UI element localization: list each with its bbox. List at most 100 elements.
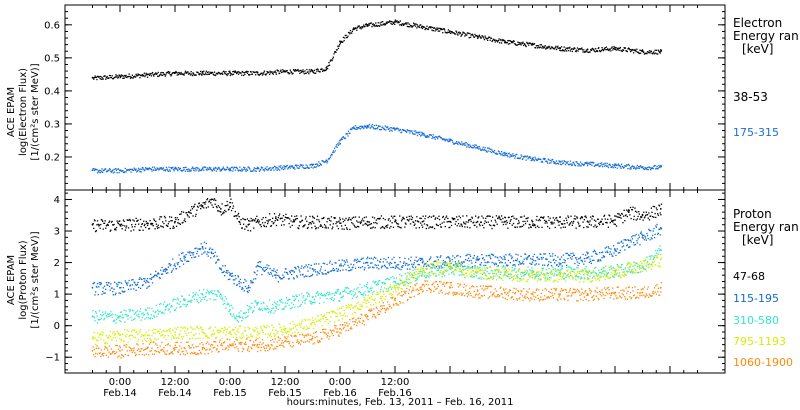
data-point [629,266,631,268]
data-point [193,252,195,254]
data-point [552,47,554,49]
data-point [352,223,354,225]
data-point-anchor [119,223,121,226]
data-point [100,334,102,336]
data-point [466,254,468,256]
data-point [483,278,485,280]
data-point [277,301,279,303]
data-point [336,146,338,148]
data-point [337,268,340,270]
data-point [637,51,639,53]
data-point [160,216,163,218]
data-point [647,237,649,240]
data-point [119,220,121,222]
data-point [344,261,346,263]
data-point [502,217,504,220]
data-point [470,259,472,262]
data-point [151,222,154,225]
data-point [299,165,301,168]
data-point [496,40,498,42]
data-point [234,215,236,217]
data-point [247,229,249,232]
data-point [421,224,423,226]
data-point [222,166,224,168]
data-point [423,275,426,277]
data-point [130,316,132,319]
data-point [225,169,228,171]
data-point [97,170,99,172]
data-point [540,158,542,161]
data-point [256,270,259,272]
data-point [512,264,514,266]
data-point [339,270,341,272]
data-point [548,159,550,161]
data-point [194,203,196,205]
data-point [298,227,300,230]
data-point [427,265,429,267]
data-point [260,226,262,228]
data-point [413,262,415,264]
data-point [193,298,195,300]
data-point [189,300,192,302]
data-point [301,164,303,166]
data-point [457,265,460,268]
data-point [211,204,213,206]
data-point [382,261,384,263]
data-point [98,225,100,227]
data-point [182,167,185,169]
data-point [264,269,266,272]
data-point [198,255,200,257]
data-point [499,256,501,258]
data-point [148,227,151,230]
data-point [389,220,391,222]
data-point [478,148,480,150]
data-point [364,126,366,128]
data-point-anchor [293,220,296,223]
data-point [480,149,482,151]
data-point [102,220,104,222]
data-point [98,282,101,284]
data-point [341,228,343,230]
data-point-anchor [210,252,213,255]
data-point [245,71,247,73]
data-point [566,162,568,164]
data-point [265,308,267,310]
data-point-anchor [91,223,94,226]
data-point [337,290,339,292]
data-point [157,227,159,229]
data-point [548,162,551,164]
data-point [149,278,151,280]
data-point [568,254,570,257]
data-point [544,222,546,224]
data-point [569,223,571,225]
data-point [245,311,247,313]
data-point [318,221,321,223]
data-point [94,75,96,77]
data-point [562,254,565,256]
data-point [490,151,493,154]
data-point [660,214,662,216]
data-point [112,332,114,334]
data-point [519,157,521,160]
data-point [412,25,414,27]
data-point [309,71,311,73]
data-point [151,71,154,74]
data-point [557,221,560,223]
data-point [557,45,559,47]
data-point [230,304,233,307]
data-point [226,303,228,306]
data-point [474,224,476,226]
data-point [554,226,556,229]
data-point [244,317,247,319]
data-point [562,50,565,52]
data-point [385,288,388,290]
data-point [253,278,255,280]
data-point [612,167,615,169]
data-point [619,249,621,252]
data-point [134,284,137,286]
data-point [148,167,150,170]
data-point [570,163,572,165]
data-point [299,305,302,307]
data-point [575,227,577,229]
data-point [485,221,487,223]
